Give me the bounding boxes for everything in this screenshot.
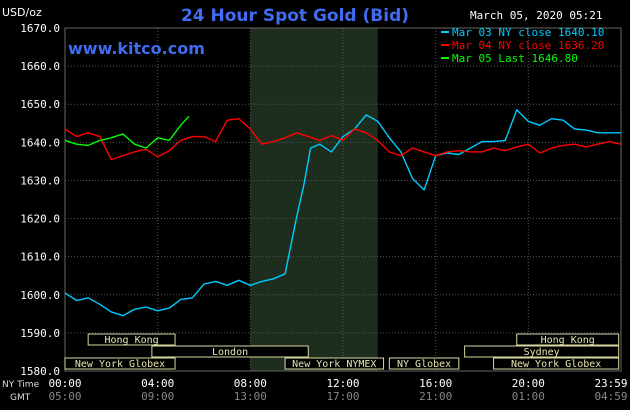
nymex-hours-shade	[250, 28, 378, 371]
session-label: New York Globex	[75, 359, 165, 370]
x-axis-labels: 00:00 04:00 08:00 12:00 16:00 20:00 23:59 05:00…	[48, 377, 627, 403]
legend-entry: Mar 05 Last 1646.80	[452, 52, 578, 65]
x-tick-label-gmt: 21:00	[419, 390, 452, 403]
y-tick-label: 1650.0	[20, 98, 60, 111]
legend-entry: Mar 03 NY close 1640.10	[452, 26, 604, 39]
session-bar	[284, 357, 385, 370]
session-bar	[464, 345, 620, 358]
y-tick-label: 1580.0	[20, 365, 60, 378]
y-tick-label: 1610.0	[20, 251, 60, 264]
y-tick-label: 1600.0	[20, 289, 60, 302]
x-axis-label-ny: NY Time	[2, 380, 40, 390]
session-bar	[64, 357, 176, 370]
market-sessions: Hong Kong London New York Globex New York N…	[64, 333, 620, 370]
watermark: www.kitco.com	[68, 39, 205, 58]
chart-series	[64, 109, 621, 317]
session-label: NY Globex	[397, 359, 451, 370]
x-tick-label-gmt: 09:00	[141, 390, 174, 403]
session-label: London	[212, 347, 248, 358]
session-bar	[516, 333, 620, 346]
x-tick-label-ny: 04:00	[141, 377, 174, 390]
session-label: New York NYMEX	[292, 359, 376, 370]
x-tick-label-ny: 20:00	[512, 377, 545, 390]
x-tick-label-ny: 08:00	[234, 377, 267, 390]
x-tick-label-gmt: 17:00	[326, 390, 359, 403]
session-bar	[151, 345, 309, 358]
x-tick-label-ny: 12:00	[326, 377, 359, 390]
x-tick-label-ny: 16:00	[419, 377, 452, 390]
session-bar	[87, 333, 176, 346]
date-label: March 05, 2020 05:21	[470, 9, 602, 22]
y-tick-label: 1630.0	[20, 174, 60, 187]
session-label: Sydney	[524, 347, 560, 358]
series-line-mar-03	[64, 109, 621, 317]
x-axis-label-gmt: GMT	[10, 393, 31, 403]
x-tick-label-gmt: 13:00	[234, 390, 267, 403]
y-tick-label: 1590.0	[20, 327, 60, 340]
session-label: Hong Kong	[105, 335, 159, 346]
session-label: New York Globex	[511, 359, 601, 370]
chart-title: 24 Hour Spot Gold (Bid)	[181, 6, 409, 26]
session-bar	[493, 357, 620, 370]
series-line-mar-05	[64, 115, 190, 149]
session-label: Hong Kong	[541, 335, 595, 346]
x-tick-label-gmt: 05:00	[48, 390, 81, 403]
y-tick-label: 1660.0	[20, 60, 60, 73]
x-tick-label-gmt: 04:59	[594, 390, 627, 403]
units-label: USD/oz	[2, 6, 42, 19]
legend-entry: Mar 04 NY close 1636.20	[452, 39, 604, 52]
session-bar	[388, 357, 460, 370]
x-tick-label-ny: 00:00	[48, 377, 81, 390]
x-tick-label-ny: 23:59	[594, 377, 627, 390]
y-tick-label: 1640.0	[20, 136, 60, 149]
y-tick-label: 1620.0	[20, 213, 60, 226]
series-line-mar-04	[64, 117, 621, 161]
y-axis-labels: 1580.0 1590.0 1600.0 1610.0 1620.0 1630.0 1640…	[20, 22, 60, 378]
x-tick-label-gmt: 01:00	[512, 390, 545, 403]
plot-frame	[64, 27, 622, 372]
y-tick-label: 1670.0	[20, 22, 60, 35]
